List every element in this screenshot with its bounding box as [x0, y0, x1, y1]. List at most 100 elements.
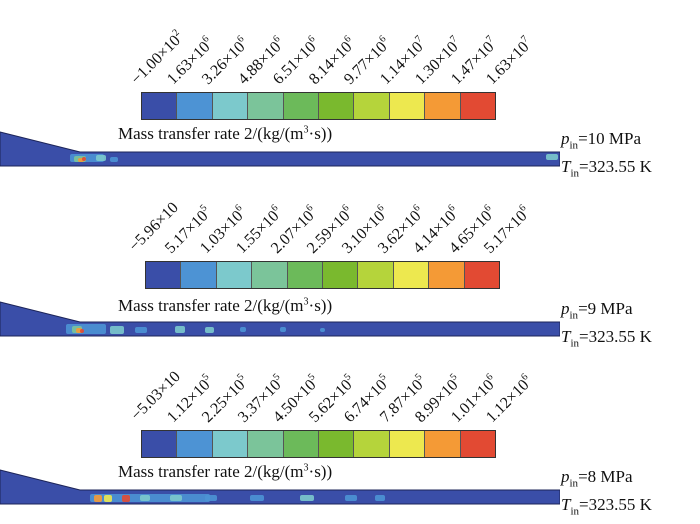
- colorbar-title-part: ·s)): [308, 124, 333, 143]
- inlet-pressure-part: =10 MPa: [578, 129, 642, 148]
- contour-hotspot: [320, 328, 325, 332]
- inlet-pressure-part: p: [561, 467, 570, 486]
- inlet-pressure: pin=10 MPa: [561, 128, 652, 156]
- colorbar-swatch: [248, 431, 284, 457]
- channel-body: [0, 469, 560, 505]
- colorbar-title: Mass transfer rate 2/(kg/(m3·s)): [118, 462, 332, 482]
- contour-hotspot: [205, 327, 214, 333]
- colorbar-swatch: [212, 431, 249, 457]
- inlet-temperature-part: in: [570, 337, 580, 350]
- contour-hotspot: [240, 327, 246, 332]
- colorbar-swatch: [319, 93, 355, 119]
- contour-hotspot: [140, 495, 150, 501]
- inlet-pressure-part: in: [569, 309, 579, 322]
- colorbar-swatch: [216, 262, 253, 288]
- colorbar-swatch: [146, 262, 182, 288]
- contour-panel: −5.03×10 1.12×105 2.25×105 3.37×105 4.50×105…: [0, 338, 700, 518]
- inlet-conditions: pin=8 MPa Tin=323.55 K: [561, 466, 652, 523]
- inlet-pressure: pin=9 MPa: [561, 298, 652, 326]
- inlet-pressure-part: in: [569, 477, 579, 490]
- colorbar-swatch: [393, 262, 430, 288]
- colorbar-swatch: [287, 262, 324, 288]
- colorbar-swatch: [460, 93, 496, 119]
- colorbar-swatch: [389, 431, 426, 457]
- inlet-temperature: Tin=323.55 K: [561, 326, 652, 354]
- contour-hotspot: [110, 157, 118, 162]
- colorbar: [141, 430, 496, 458]
- inlet-temperature-part: =323.55 K: [579, 327, 652, 347]
- colorbar: [141, 92, 496, 120]
- inlet-conditions: pin=10 MPa Tin=323.55 K: [561, 128, 652, 185]
- colorbar-swatch: [425, 93, 461, 119]
- inlet-conditions: pin=9 MPa Tin=323.55 K: [561, 298, 652, 355]
- inlet-pressure-part: p: [561, 299, 570, 318]
- contour-hotspot: [546, 154, 558, 160]
- contour-hotspot: [300, 495, 314, 501]
- colorbar-title-part: ·s)): [308, 462, 333, 481]
- contour-hotspot: [345, 495, 357, 501]
- colorbar-swatch: [319, 431, 355, 457]
- colorbar-title-part: Mass transfer rate 2/(kg/(m: [118, 462, 304, 481]
- inlet-temperature-part: T: [561, 495, 571, 515]
- inlet-pressure-part: p: [561, 129, 570, 148]
- contour-hotspot: [122, 495, 130, 502]
- colorbar-title-part: 3: [303, 462, 309, 474]
- contour-hotspot: [110, 326, 124, 334]
- inlet-pressure-part: in: [569, 139, 579, 152]
- channel-geometry: [0, 301, 560, 337]
- inlet-temperature-part: T: [561, 157, 571, 177]
- colorbar-title-part: Mass transfer rate 2/(kg/(m: [118, 296, 304, 315]
- contour-hotspot: [170, 495, 182, 501]
- contour-panel: −1.00×102 1.63×106 3.26×106 4.88×106 6.51×10…: [0, 0, 700, 180]
- colorbar-title-part: 3: [303, 124, 309, 136]
- inlet-temperature-part: in: [570, 505, 580, 518]
- colorbar-swatch: [142, 431, 178, 457]
- contour-hotspot: [250, 495, 264, 501]
- colorbar-swatch: [460, 431, 496, 457]
- contour-hotspot: [94, 495, 102, 502]
- colorbar-swatch: [177, 93, 213, 119]
- colorbar-swatch: [429, 262, 465, 288]
- contour-panel: −5.96×10 5.17×105 1.03×106 1.55×106 2.07×106…: [0, 170, 700, 350]
- colorbar-swatch: [358, 262, 394, 288]
- inlet-temperature-part: =323.55 K: [579, 157, 652, 177]
- inlet-temperature-part: =323.55 K: [579, 495, 652, 515]
- inlet-pressure-part: =9 MPa: [578, 299, 633, 318]
- colorbar: [145, 261, 500, 289]
- colorbar-swatch: [323, 262, 359, 288]
- contour-hotspot: [82, 157, 86, 161]
- colorbar-swatch: [389, 93, 426, 119]
- colorbar-swatch: [248, 93, 284, 119]
- contour-hotspot: [80, 329, 84, 333]
- colorbar-swatch: [283, 93, 320, 119]
- colorbar-swatch: [354, 431, 390, 457]
- colorbar-swatch: [425, 431, 461, 457]
- colorbar-title-part: 3: [303, 296, 309, 308]
- colorbar-swatch: [354, 93, 390, 119]
- inlet-temperature-part: in: [570, 167, 580, 180]
- colorbar-swatch: [181, 262, 217, 288]
- contour-hotspot: [375, 495, 385, 501]
- inlet-temperature: Tin=323.55 K: [561, 156, 652, 184]
- contour-hotspot: [104, 495, 112, 502]
- colorbar-swatch: [177, 431, 213, 457]
- colorbar-swatch: [142, 93, 178, 119]
- colorbar-title: Mass transfer rate 2/(kg/(m3·s)): [118, 296, 332, 316]
- colorbar-title-part: ·s)): [308, 296, 333, 315]
- colorbar-swatch: [212, 93, 249, 119]
- colorbar-title: Mass transfer rate 2/(kg/(m3·s)): [118, 124, 332, 144]
- inlet-pressure-part: =8 MPa: [578, 467, 633, 486]
- channel-geometry: [0, 469, 560, 505]
- colorbar-swatch: [283, 431, 320, 457]
- channel-body: [0, 131, 560, 167]
- contour-hotspot: [280, 327, 286, 332]
- colorbar-title-part: Mass transfer rate 2/(kg/(m: [118, 124, 304, 143]
- contour-hotspot: [96, 155, 106, 161]
- inlet-pressure: pin=8 MPa: [561, 466, 652, 494]
- inlet-temperature-part: T: [561, 327, 571, 347]
- colorbar-swatch: [464, 262, 500, 288]
- contour-hotspot: [135, 327, 147, 333]
- contour-hotspot: [205, 495, 217, 501]
- colorbar-swatch: [252, 262, 288, 288]
- channel-geometry: [0, 131, 560, 167]
